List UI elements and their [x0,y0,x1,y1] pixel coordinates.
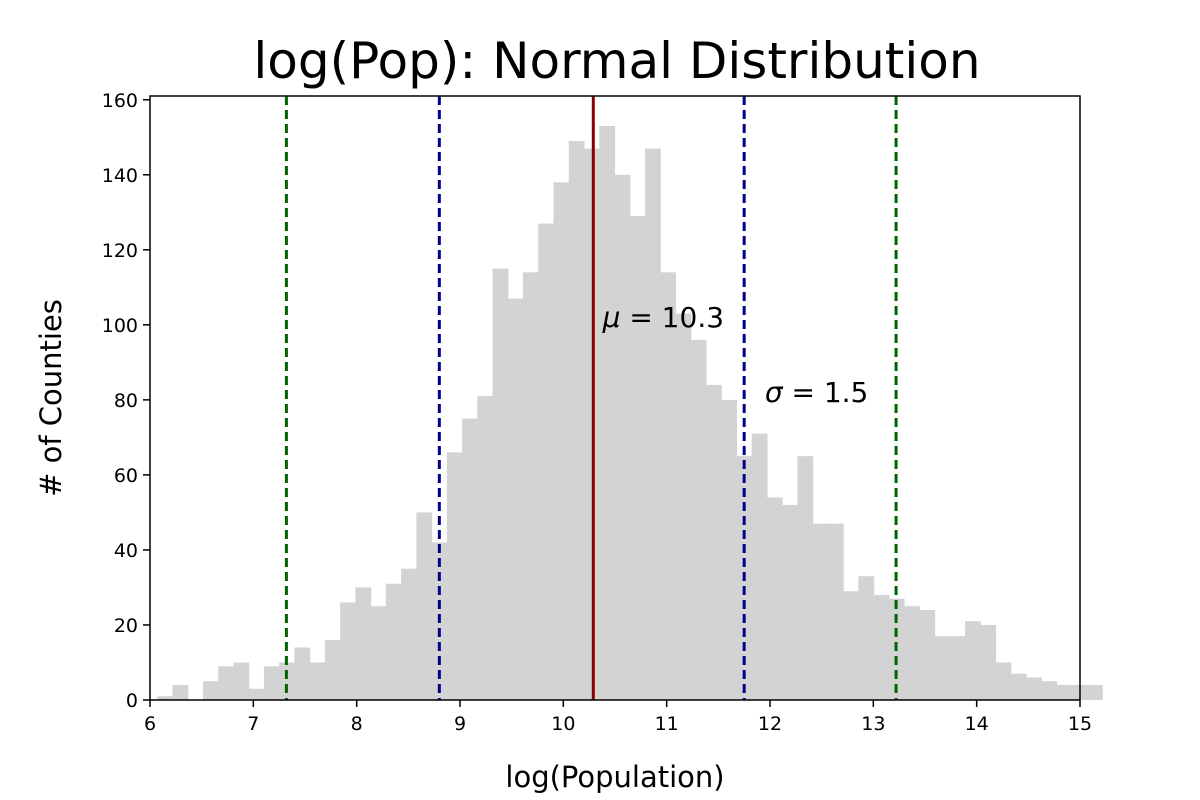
histogram-bar [370,606,387,700]
histogram-bar [797,456,814,700]
histogram-bar [766,497,783,700]
y-tick-label: 60 [114,465,138,487]
y-tick-label: 120 [102,240,138,262]
sigma-annotation: σ = 1.5 [765,376,869,409]
histogram-bar [904,606,920,700]
reference-lines [284,96,898,700]
sigma-annotation-symbol: σ [765,376,784,409]
x-tick-label: 15 [1068,713,1092,735]
histogram-bar [644,148,661,701]
histogram-bar [858,576,875,700]
histogram-bar [248,688,265,700]
histogram-bar [995,662,1012,700]
histogram-bar [782,504,798,700]
histogram-bar [523,272,539,700]
histogram-bar [1010,673,1027,700]
histogram-bar [157,696,174,700]
histogram-bar [355,587,372,700]
x-tick-label: 14 [965,713,989,735]
histogram-bar [629,216,646,700]
plot-area-frame [149,95,1081,701]
histogram-bar [980,624,997,700]
y-tick-label: 140 [102,165,138,187]
histogram-bar [172,684,189,700]
histogram-bar [340,602,356,700]
histogram-bar [263,666,280,700]
histogram-bar [812,523,829,700]
mean-annotation-symbol: μ [602,301,621,334]
histogram-bar [1026,677,1042,700]
x-tick-label: 8 [351,713,363,735]
histogram-bar [675,313,692,700]
x-tick-label: 13 [861,713,885,735]
histogram-bar [401,568,417,700]
x-tick-label: 10 [551,713,575,735]
histogram-bar [1086,684,1103,700]
histogram-bar [690,339,707,700]
histogram-bar [462,418,478,700]
histogram-bar [843,591,859,700]
histogram-bar [965,621,981,700]
sigma-annotation-value: = 1.5 [783,376,869,409]
histogram-bar [1041,681,1058,700]
histogram-bar [568,141,585,701]
histogram-bar [538,223,555,700]
y-tick-label: 40 [114,540,138,562]
mean-annotation-value: = 10.3 [620,301,724,334]
y-tick-label: 100 [102,315,138,337]
histogram-bar [233,662,250,700]
histogram-bar [614,174,631,701]
histogram-bar [919,609,936,700]
y-axis-label: # of Counties [34,299,68,497]
histogram-bar [416,512,433,700]
y-tick-label: 0 [126,690,138,712]
histogram-bar [309,662,326,700]
histogram-bar [934,636,951,700]
histogram-bar [507,298,524,700]
histogram-bar [202,681,219,700]
histogram-bar [1056,684,1073,700]
histogram-bar [949,636,966,700]
histogram-bar [705,384,722,700]
histogram-bar [477,396,494,700]
y-tick-label: 80 [114,390,138,412]
histogram-bar [599,126,616,700]
histogram-bar [721,399,738,700]
histogram-bar [751,433,768,700]
x-tick-label: 6 [144,713,156,735]
x-tick-label: 9 [454,713,466,735]
histogram-bar [446,452,463,700]
histogram-bar [660,272,677,700]
x-axis-label: log(Population) [505,760,724,794]
x-tick-label: 11 [655,713,679,735]
y-axis-ticks: 0 20 40 60 80 100 120 140 160 [102,90,150,712]
chart-title: log(Pop): Normal Distribution [253,32,980,90]
x-tick-label: 12 [758,713,782,735]
y-tick-label: 160 [102,90,138,112]
histogram-bar [294,647,311,700]
histogram-bars [157,126,1103,701]
histogram-bar [873,594,890,700]
x-axis-ticks: 6 7 8 9 10 11 12 13 14 15 [144,700,1092,735]
histogram-bar [827,523,844,700]
annotations: μ = 10.3 σ = 1.5 [602,301,869,409]
histogram-bar [553,182,570,701]
histogram-bar [324,639,341,700]
histogram-bar [385,583,402,700]
mean-annotation: μ = 10.3 [602,301,724,334]
y-tick-label: 20 [114,615,138,637]
histogram-bar [218,666,235,700]
histogram-bar [279,662,296,700]
x-tick-label: 7 [247,713,259,735]
histogram-bar [492,268,509,700]
